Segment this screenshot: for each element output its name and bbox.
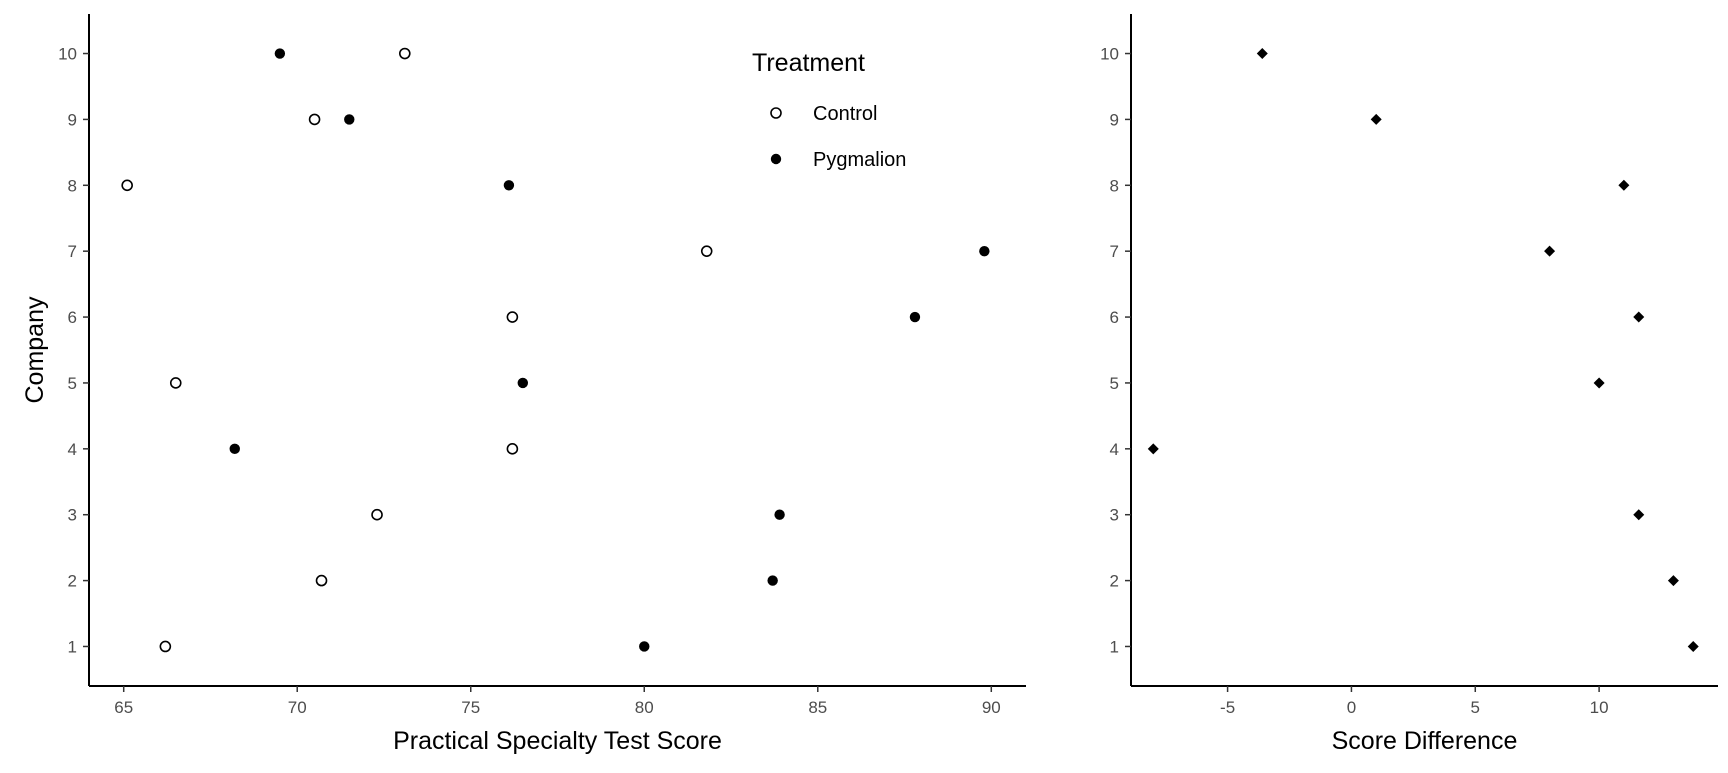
pygmalion-point (767, 575, 778, 586)
legend-title: Treatment (752, 49, 865, 77)
y-tick-label: 2 (1110, 572, 1119, 591)
pygmalion-point (979, 245, 990, 257)
x-tick-label: 80 (635, 698, 654, 717)
control-point (399, 47, 411, 60)
control-point (506, 311, 519, 323)
x-axis-title: Score Difference (1332, 727, 1518, 755)
difference-point (1633, 311, 1645, 323)
x-tick-label: 85 (808, 698, 827, 717)
control-point (308, 113, 321, 126)
legend-item-label: Pygmalion (813, 149, 906, 171)
pygmalion-point (344, 114, 355, 125)
y-tick-label: 9 (68, 110, 77, 129)
control-point (506, 443, 519, 455)
difference-point (1687, 640, 1699, 652)
y-tick-label: 7 (68, 242, 77, 261)
control-point (159, 640, 172, 653)
pygmalion-point (774, 509, 785, 520)
pygmalion-point (909, 311, 921, 323)
legend-pygmalion-marker (770, 153, 782, 165)
difference-point (1618, 179, 1630, 191)
pygmalion-point (229, 443, 240, 455)
x-tick-label: 0 (1347, 698, 1356, 717)
difference-point (1593, 377, 1605, 389)
pygmalion-point (503, 180, 515, 191)
y-tick-label: 2 (68, 572, 77, 591)
y-tick-label: 6 (68, 308, 77, 327)
x-tick-label: -5 (1220, 698, 1235, 717)
difference-point (1633, 509, 1645, 521)
x-tick-label: 70 (288, 698, 307, 717)
difference-point (1667, 575, 1679, 587)
y-tick-label: 4 (1110, 440, 1119, 459)
y-tick-label: 8 (68, 176, 77, 195)
y-tick-label: 3 (68, 506, 77, 525)
control-point (121, 179, 133, 192)
y-tick-label: 10 (58, 45, 77, 64)
y-tick-label: 8 (1110, 176, 1119, 195)
y-tick-label: 9 (1110, 110, 1119, 129)
legend-item-label: Control (813, 103, 877, 125)
control-point (700, 245, 713, 257)
difference-point (1256, 48, 1268, 60)
pygmalion-point (274, 48, 286, 59)
y-tick-label: 4 (68, 440, 77, 459)
control-point (169, 377, 182, 389)
y-tick-label: 5 (68, 374, 77, 393)
difference-point (1147, 443, 1159, 455)
x-tick-label: 75 (461, 698, 480, 717)
left-panel: 1 2 3 4 5 6 7 8 9 10 65 70 75 80 85 90 Practical Special… (21, 14, 1026, 755)
x-tick-label: 65 (114, 698, 133, 717)
x-tick-label: 5 (1471, 698, 1480, 717)
y-tick-label: 5 (1110, 374, 1119, 393)
x-tick-label: 90 (982, 698, 1001, 717)
difference-point (1544, 245, 1556, 257)
pygmalion-point (517, 377, 528, 389)
y-tick-label: 1 (68, 637, 77, 656)
difference-point (1370, 113, 1382, 125)
control-point (315, 574, 328, 587)
x-tick-label: 10 (1590, 698, 1609, 717)
y-tick-label: 1 (1110, 637, 1119, 656)
y-tick-label: 6 (1110, 308, 1119, 327)
x-axis-title: Practical Specialty Test Score (393, 727, 722, 755)
y-tick-label: 7 (1110, 242, 1119, 261)
legend: Treatment Control Pygmalion (752, 49, 906, 171)
control-point (371, 508, 383, 521)
legend-control-marker (770, 107, 782, 119)
right-panel: 1 2 3 4 5 6 7 8 9 10 -5 0 5 10 Score Difference (1100, 14, 1718, 755)
y-tick-label: 10 (1100, 45, 1119, 64)
pygmalion-point (639, 641, 650, 652)
y-axis-title: Company (21, 296, 49, 403)
y-tick-label: 3 (1110, 506, 1119, 525)
